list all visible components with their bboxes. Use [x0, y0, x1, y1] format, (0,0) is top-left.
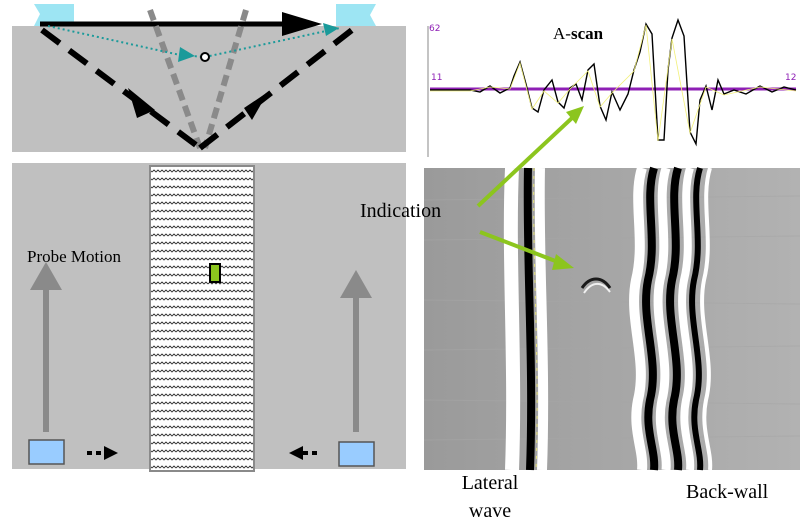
lateral-wave-label: Lateral wave	[447, 469, 533, 525]
lateral-wave-band-yellow	[533, 167, 538, 471]
pointer-to-bscan-head	[552, 254, 574, 270]
probe-right	[338, 441, 375, 467]
transmitter-probe	[34, 4, 74, 26]
backwall-band-1	[629, 166, 648, 471]
lateral-wave-band-white	[503, 167, 521, 471]
ascan-title-prefix: A-	[553, 24, 571, 43]
lateral-wave-line2: wave	[468, 500, 512, 522]
backwall-band-4	[666, 166, 683, 471]
ascan-panel	[427, 17, 797, 157]
ascan-tick-top: 62	[429, 24, 441, 34]
flaw-echo-light	[583, 282, 611, 294]
beam-dir-left-head	[104, 446, 118, 460]
ascan-tick-left: 11	[431, 73, 443, 83]
backwall-band-3	[653, 166, 671, 471]
indication-label: Indication	[360, 200, 442, 222]
backwall-arrowhead-up	[244, 92, 268, 120]
tip-path-arrowhead-2	[323, 23, 339, 36]
bscan-image	[423, 166, 800, 471]
pointer-to-ascan	[476, 116, 574, 208]
motion-arrow-left-head	[30, 262, 62, 290]
diffraction-path-left	[147, 8, 203, 150]
diffraction-path-right	[202, 9, 249, 149]
backwall-band-6	[689, 167, 704, 471]
indication-pointers	[476, 106, 584, 270]
pointer-to-bscan	[479, 230, 559, 264]
backwall-band-5	[678, 166, 695, 471]
receiver-probe	[336, 4, 376, 26]
ascan-highlight	[430, 24, 797, 142]
ascan-waveform	[430, 17, 797, 147]
beam-path-panel	[12, 4, 406, 152]
backwall-arrowhead-down	[128, 88, 155, 118]
weld-region	[149, 165, 255, 472]
flaw-echo-dark	[580, 277, 612, 289]
beam-dir-right-head	[289, 446, 303, 460]
motion-arrow-right-head	[340, 270, 372, 298]
motion-arrow-right-shaft	[353, 296, 359, 432]
lateral-wave-band-white-2	[534, 167, 549, 471]
tip-path-arrowhead-1	[178, 47, 195, 62]
bscan-background	[424, 168, 800, 470]
lateral-wave-band-black	[523, 167, 536, 471]
ascan-title-bold: scan	[570, 24, 604, 43]
backwall-band-7	[700, 167, 713, 471]
back-wall-label: Back-wall	[686, 481, 769, 503]
probe-left	[28, 439, 65, 465]
scan-setup-panel	[12, 163, 406, 472]
lateral-wave-arrowhead	[282, 12, 322, 36]
lateral-wave-line1: Lateral	[461, 472, 519, 494]
backwall-band-2	[642, 166, 659, 471]
flaw-tip-marker	[200, 52, 210, 62]
flaw-indicator	[209, 263, 221, 283]
ascan-title: A-scan	[553, 24, 603, 44]
ascan-tick-right: 12	[785, 73, 797, 83]
probe-motion-label: Probe Motion	[27, 247, 121, 266]
motion-arrow-left-shaft	[43, 288, 49, 432]
pointer-to-ascan-head	[566, 106, 584, 124]
